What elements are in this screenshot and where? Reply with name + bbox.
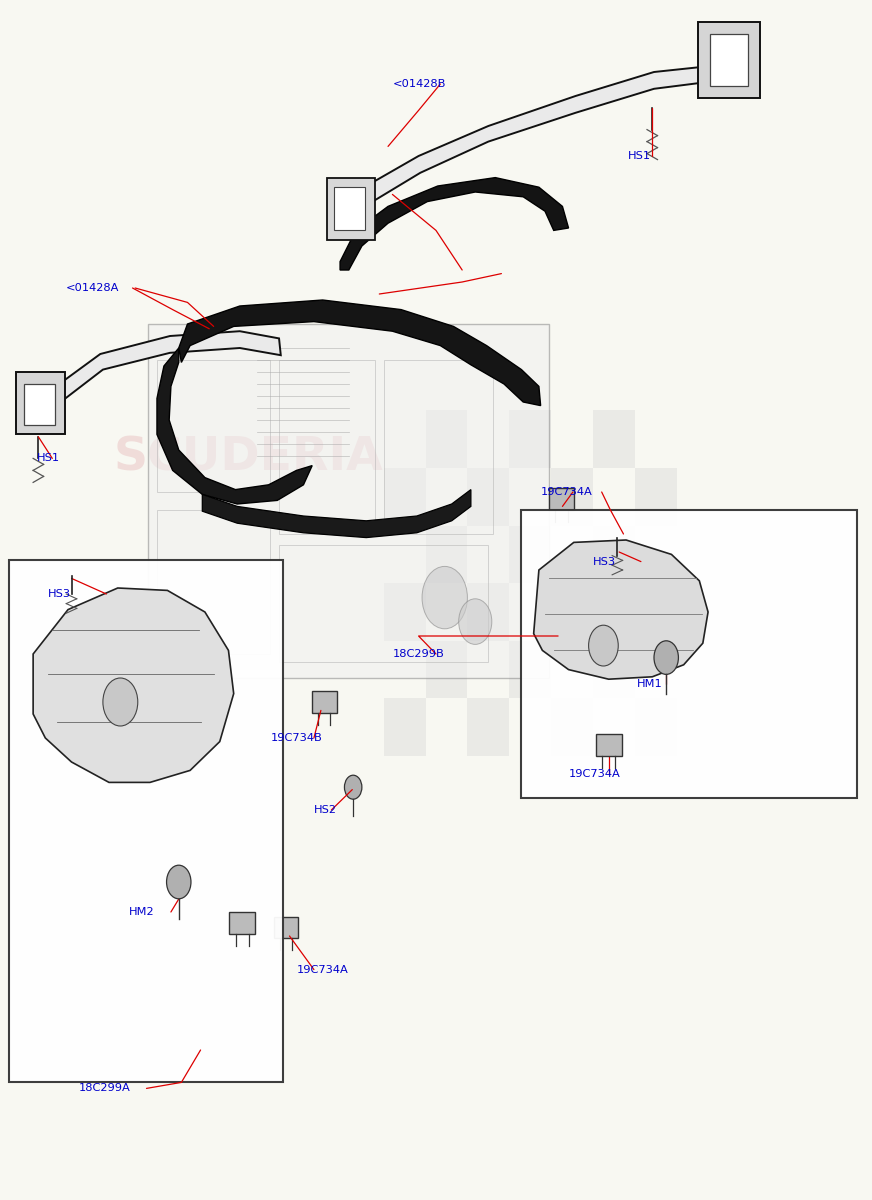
Bar xyxy=(229,912,255,934)
Polygon shape xyxy=(340,178,569,270)
Polygon shape xyxy=(349,66,732,228)
Bar xyxy=(549,488,574,510)
Circle shape xyxy=(459,599,492,644)
Bar xyxy=(157,510,270,654)
Bar xyxy=(384,698,426,756)
Bar xyxy=(467,698,509,756)
Polygon shape xyxy=(157,348,312,504)
Bar xyxy=(327,178,375,240)
Bar xyxy=(635,698,677,756)
Bar xyxy=(551,698,593,756)
Circle shape xyxy=(422,566,467,629)
Bar xyxy=(426,410,467,468)
Bar xyxy=(157,360,270,492)
Bar xyxy=(148,324,549,678)
Bar xyxy=(467,468,509,526)
Bar xyxy=(596,734,622,756)
Bar xyxy=(635,468,677,526)
Bar xyxy=(509,526,551,583)
Bar xyxy=(426,526,467,583)
Circle shape xyxy=(654,641,678,674)
Bar xyxy=(384,468,426,526)
Bar xyxy=(698,22,760,98)
Bar xyxy=(467,583,509,641)
Bar xyxy=(521,510,857,798)
Bar xyxy=(551,468,593,526)
Bar xyxy=(384,360,493,534)
Bar xyxy=(274,917,298,938)
Text: 19C734B: 19C734B xyxy=(270,733,322,743)
Polygon shape xyxy=(202,490,471,538)
Text: 18C299A: 18C299A xyxy=(78,1084,130,1093)
Bar xyxy=(551,583,593,641)
Bar xyxy=(593,641,635,698)
Bar xyxy=(16,372,65,434)
Bar xyxy=(384,583,426,641)
Bar xyxy=(509,641,551,698)
Circle shape xyxy=(103,678,138,726)
Text: 19C734A: 19C734A xyxy=(541,487,592,497)
Text: 19C734A: 19C734A xyxy=(569,769,620,779)
Text: HS2: HS2 xyxy=(314,805,337,815)
Circle shape xyxy=(167,865,191,899)
Bar xyxy=(9,560,283,1082)
Polygon shape xyxy=(534,540,708,679)
Bar xyxy=(635,583,677,641)
Polygon shape xyxy=(42,331,281,427)
Bar xyxy=(509,410,551,468)
Text: 18C299B: 18C299B xyxy=(392,649,444,659)
Text: <01428A: <01428A xyxy=(65,283,119,293)
Text: HS1: HS1 xyxy=(37,454,60,463)
Circle shape xyxy=(589,625,618,666)
Bar xyxy=(710,34,748,86)
Bar xyxy=(24,384,55,425)
Bar xyxy=(279,545,488,662)
Text: <01428B: <01428B xyxy=(392,79,446,89)
Polygon shape xyxy=(179,300,541,406)
Text: HM1: HM1 xyxy=(637,679,663,689)
Bar xyxy=(593,410,635,468)
Polygon shape xyxy=(33,588,234,782)
Text: HS3: HS3 xyxy=(593,557,617,566)
Bar xyxy=(426,641,467,698)
Bar xyxy=(279,360,375,534)
Text: 19C734A: 19C734A xyxy=(296,965,348,974)
Text: SCUDERIA: SCUDERIA xyxy=(113,436,383,480)
Text: HS3: HS3 xyxy=(48,589,72,599)
Bar xyxy=(312,691,337,713)
Circle shape xyxy=(344,775,362,799)
Bar xyxy=(593,526,635,583)
Bar xyxy=(334,187,365,230)
Text: HS1: HS1 xyxy=(628,151,651,161)
Text: HM2: HM2 xyxy=(129,907,154,917)
